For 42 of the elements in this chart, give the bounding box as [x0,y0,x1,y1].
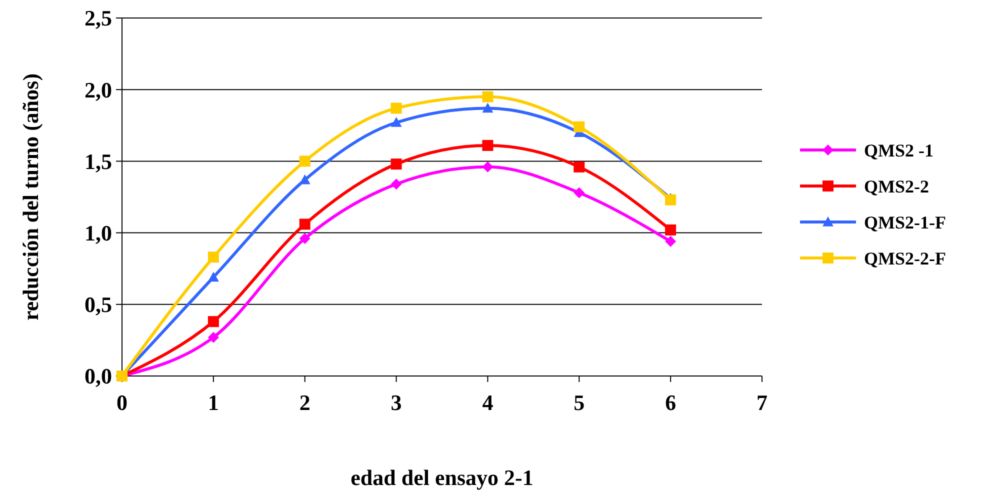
x-tick-label: 2 [299,390,310,415]
y-tick-label: 2,0 [84,77,112,102]
x-tick-label: 7 [756,390,768,415]
point [390,178,402,190]
x-axis-title: edad del ensayo 2-1 [350,465,534,490]
x-tick-label: 4 [482,390,494,415]
point [482,161,494,172]
y-axis-title: reducción del turno (años) [18,73,43,321]
point [299,233,310,244]
point [665,236,676,247]
point [390,117,402,127]
point [665,194,676,206]
point [208,332,219,343]
y-tick-label: 0,5 [84,292,112,318]
x-tick-label: 5 [574,390,585,415]
x-tick-label: 3 [390,390,402,415]
point [482,91,494,102]
point [299,156,310,167]
point [299,218,310,230]
point [208,316,219,328]
point [208,252,219,263]
point [574,161,585,172]
x-tick-label: 6 [665,390,676,415]
point [390,102,402,114]
legend-label: QMS2 -1 [864,140,934,160]
y-tick-label: 1,0 [84,220,112,246]
y-tick-label: 2,5 [84,6,112,31]
y-tick-label: 1,5 [84,148,112,174]
point [482,140,494,151]
point [208,272,219,282]
legend-label: QMS2-2 [864,176,929,196]
point [665,224,676,236]
legend-label: QMS2-2-F [864,248,946,268]
x-tick-label: 0 [116,390,128,415]
y-tick-label: 0,0 [84,364,112,389]
point [574,121,585,132]
point [574,187,585,198]
point [482,102,494,113]
x-tick-label: 1 [208,390,219,415]
point [299,174,310,184]
point [390,158,402,170]
legend-label: QMS2-1-F [864,212,946,232]
